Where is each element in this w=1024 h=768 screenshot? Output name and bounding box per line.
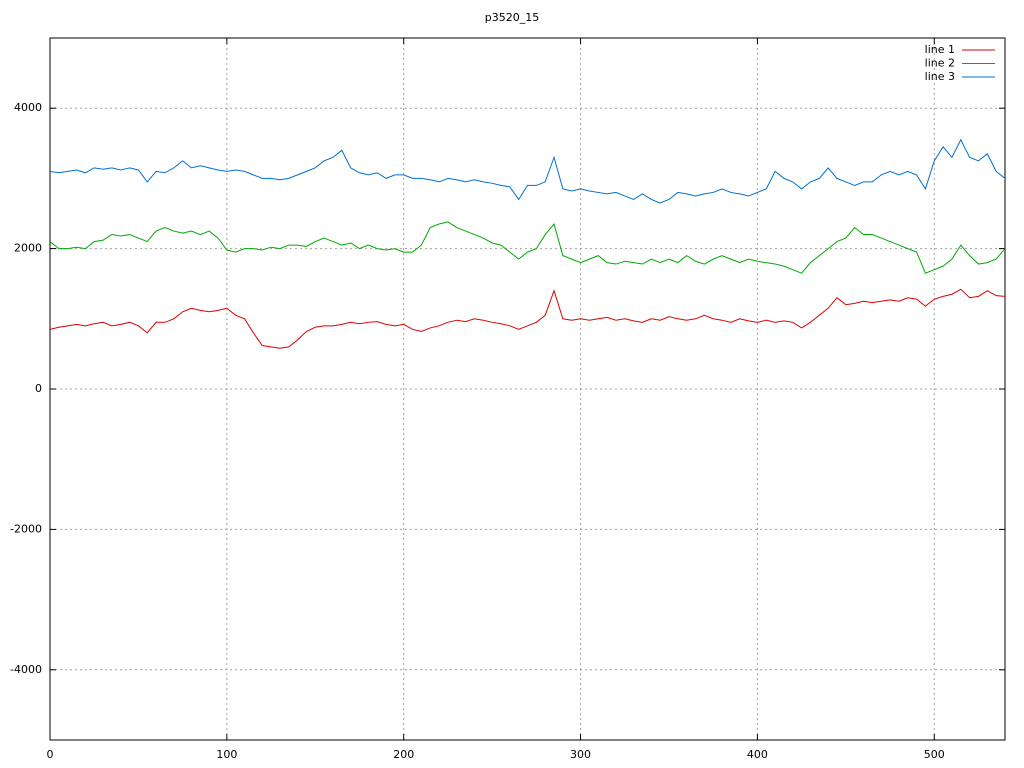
- y-tick-label: -2000: [10, 522, 42, 535]
- chart-title: p3520_15: [485, 11, 539, 24]
- series-line: [49, 288, 1006, 349]
- y-tick-label: 0: [35, 382, 42, 395]
- x-tick-label: 500: [924, 748, 945, 761]
- y-tick-label: -4000: [10, 663, 42, 676]
- series-line: [49, 138, 1006, 204]
- legend-label: line 2: [925, 57, 955, 70]
- x-tick-label: 400: [747, 748, 768, 761]
- x-tick-label: 200: [393, 748, 414, 761]
- legend-label: line 1: [925, 43, 955, 56]
- x-tick-label: 300: [570, 748, 591, 761]
- legend-label: line 3: [925, 70, 955, 83]
- series-line: [49, 221, 1006, 274]
- x-tick-label: 100: [216, 748, 237, 761]
- y-tick-label: 4000: [14, 101, 42, 114]
- plot-border: [49, 37, 1006, 741]
- x-tick-label: 0: [47, 748, 54, 761]
- y-tick-label: 2000: [14, 242, 42, 255]
